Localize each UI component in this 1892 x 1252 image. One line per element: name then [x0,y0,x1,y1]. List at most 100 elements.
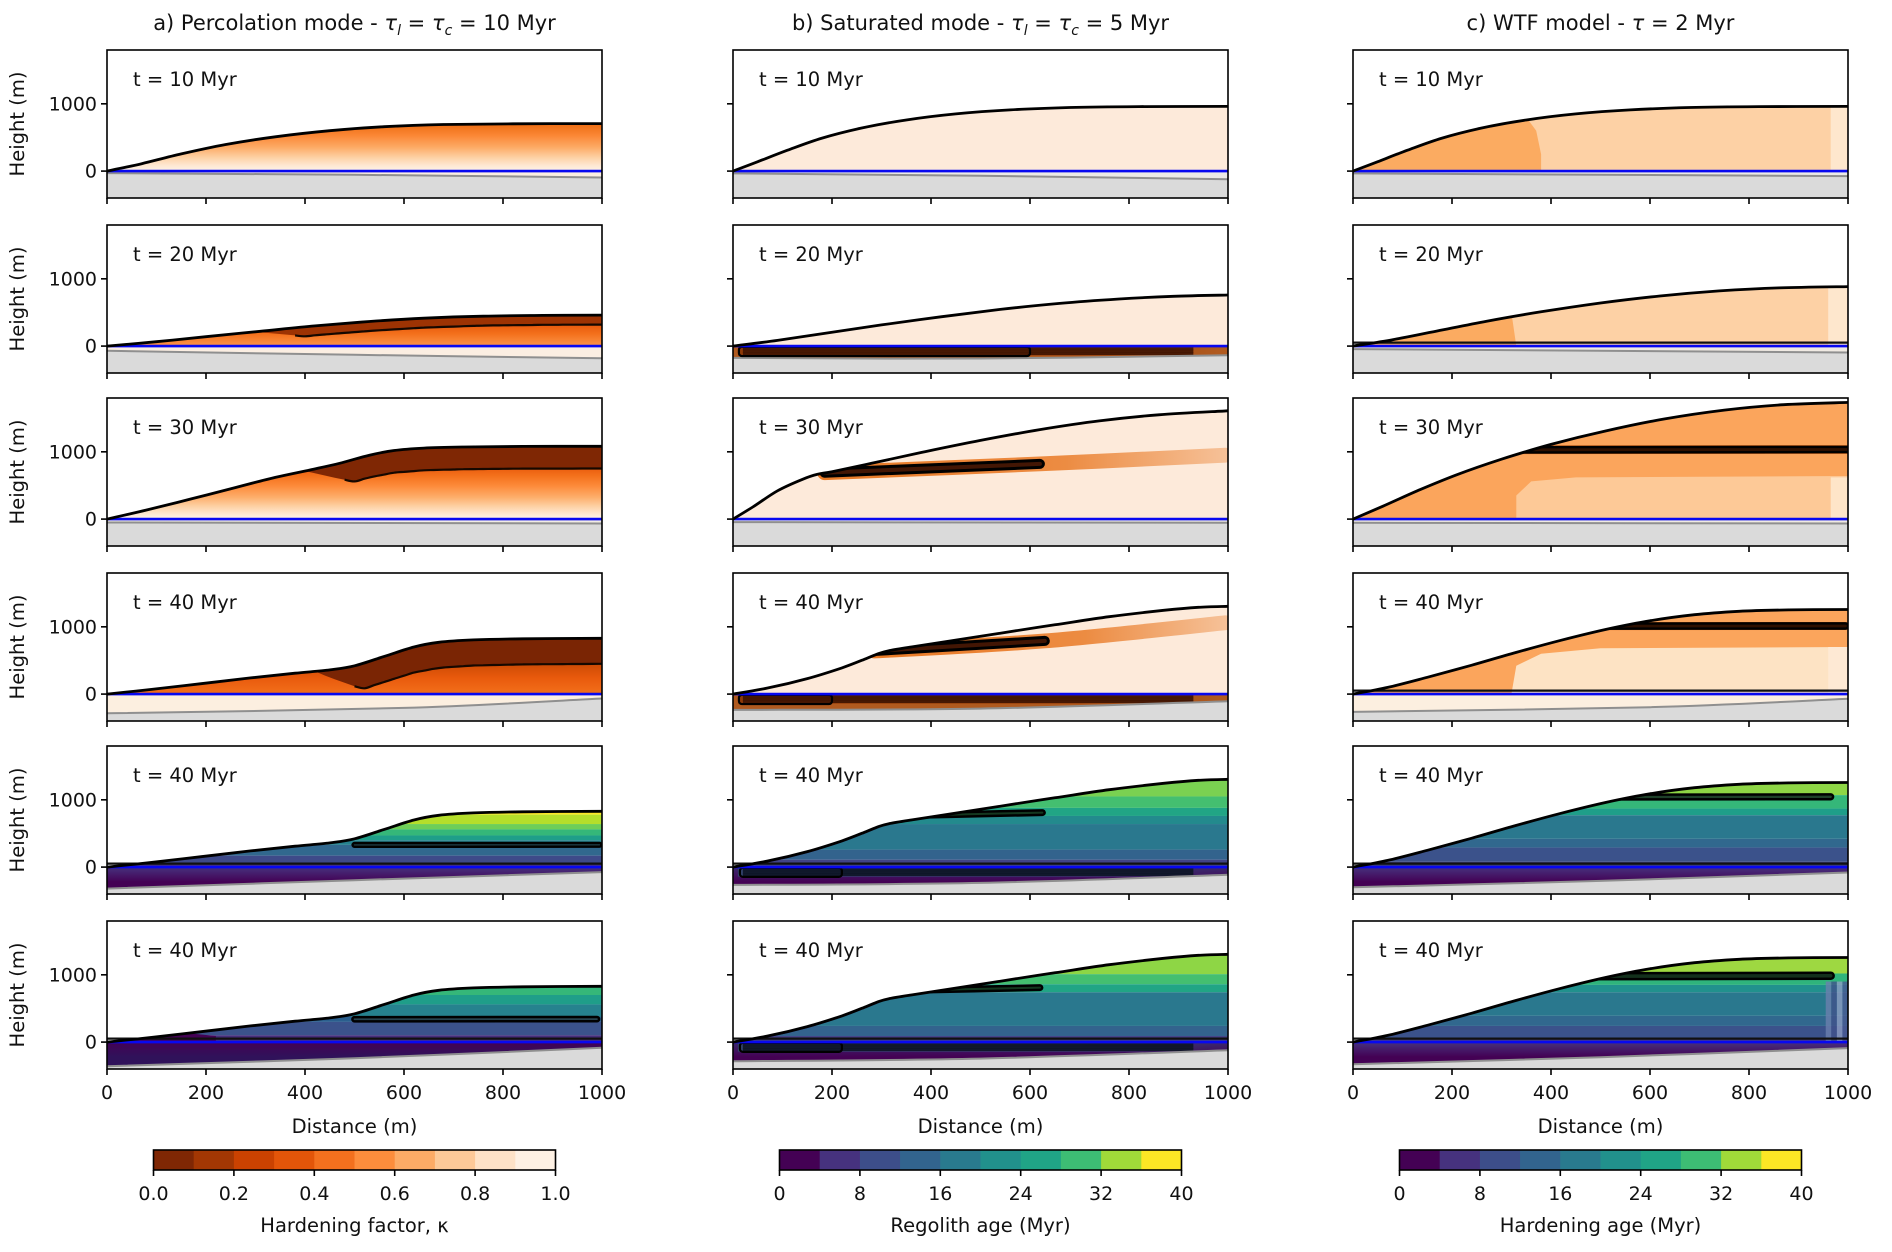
x-tick-label: 200 [188,1082,224,1104]
colorbar-segment [355,1150,396,1170]
y-tick-label: 1000 [49,93,97,115]
y-tick-label: 1000 [49,616,97,638]
panel-c0-r5: 0 1000 t = 40 Myr [49,921,602,1075]
colorbar-segment [1400,1150,1441,1170]
colorbar-segment [314,1150,355,1170]
colorbar-tick-label: 0.2 [219,1183,249,1205]
x-tick-label: 800 [485,1082,521,1104]
x-axis-label: Distance (m) [292,1115,418,1138]
colorbar-tick-label: 32 [1709,1183,1733,1205]
fill-region [1828,647,1848,694]
colorbar-segment [1440,1150,1481,1170]
panel-time-label: t = 40 Myr [1379,591,1484,614]
colorbar-title: Regolith age (Myr) [890,1214,1070,1237]
colorbar-segment [435,1150,476,1170]
x-tick-label: 1000 [578,1082,626,1104]
colorbar-segment [194,1150,235,1170]
x-tick-label: 1000 [1204,1082,1252,1104]
panel-c1-r4: t = 40 Myr [727,746,1228,900]
y-tick-label: 0 [85,1032,97,1054]
panel-time-label: t = 40 Myr [133,764,238,787]
colorbar-segment [1761,1150,1802,1170]
bedrock-line [107,523,602,524]
panel-time-label: t = 10 Myr [133,68,238,91]
age-band [1353,1026,1848,1038]
colorbar-title: Hardening factor, κ [260,1214,449,1237]
fill-region [1828,279,1848,346]
edge-stripe [1826,982,1832,1043]
panel-time-label: t = 10 Myr [1379,68,1484,91]
colorbar-segment [1101,1150,1142,1170]
panel-time-label: t = 30 Myr [133,416,238,439]
colorbar-tick-label: 0.6 [380,1183,410,1205]
panel-time-label: t = 40 Myr [759,764,864,787]
colorbar-segment [1141,1150,1182,1170]
panel-time-label: t = 40 Myr [133,939,238,962]
colorbar-segment [515,1150,556,1170]
panel-time-label: t = 40 Myr [759,939,864,962]
colorbar-tick-label: 8 [854,1183,866,1205]
colorbar-tick-label: 40 [1169,1183,1193,1205]
x-tick-label: 0 [727,1082,739,1104]
panel-c0-r0: 0 1000 t = 10 Myr [49,50,602,204]
fill-region [1511,647,1848,694]
panel-time-label: t = 20 Myr [759,243,864,266]
colorbar-segment [860,1150,901,1170]
x-tick-label: 600 [1012,1082,1048,1104]
panel-c2-r3: t = 40 Myr [1347,573,1848,727]
colorbar-segment [780,1150,821,1170]
panel-c2-r1: t = 20 Myr [1347,225,1848,379]
panel-time-label: t = 40 Myr [759,591,864,614]
x-tick-label: 200 [814,1082,850,1104]
panel-c2-r2: t = 30 Myr [1347,398,1848,552]
edge-stripe [1831,982,1837,1043]
colorbar-segment [1641,1150,1682,1170]
colorbar-segment [154,1150,195,1170]
colorbar-tick-label: 32 [1089,1183,1113,1205]
fill-region [1831,104,1848,171]
y-tick-label: 0 [85,161,97,183]
column-title: a) Percolation mode - τl = τc = 10 Myr [153,11,556,39]
y-tick-label: 1000 [49,964,97,986]
colorbar-tick-label: 8 [1474,1183,1486,1205]
colorbar-segment [1601,1150,1642,1170]
x-tick-label: 400 [1533,1082,1569,1104]
panel-c2-r4: t = 40 Myr [1347,746,1848,900]
colorbar-title: Hardening age (Myr) [1500,1214,1702,1237]
colorbar-tick-label: 16 [1548,1183,1572,1205]
bedrock-line [1353,523,1848,524]
panel-time-label: t = 30 Myr [1379,416,1484,439]
panel-time-label: t = 10 Myr [759,68,864,91]
colorbar-tick-label: 24 [1009,1183,1033,1205]
x-axis-label: Distance (m) [918,1115,1044,1138]
bedrock-wedge [733,522,1228,546]
bedrock-wedge [107,523,602,547]
edge-stripe [1837,982,1843,1043]
colorbar-tick-label: 0.8 [460,1183,490,1205]
colorbar-segment [1061,1150,1102,1170]
panel-c1-r0: t = 10 Myr [727,50,1228,204]
colorbar-segment [1681,1150,1722,1170]
colorbar-tick-label: 0.0 [138,1183,168,1205]
edge-stripe [1842,982,1848,1043]
colorbar-segment [820,1150,861,1170]
colorbar-segment [1480,1150,1521,1170]
colorbar-tick-label: 16 [928,1183,952,1205]
colorbar-segment [395,1150,436,1170]
panel-time-label: t = 20 Myr [133,243,238,266]
colorbar-tick-label: 0 [1393,1183,1405,1205]
x-tick-label: 1000 [1824,1082,1872,1104]
panel-time-label: t = 40 Myr [133,591,238,614]
y-tick-label: 0 [85,857,97,879]
panel-time-label: t = 40 Myr [1379,939,1484,962]
panel-c1-r2: t = 30 Myr [727,398,1228,552]
y-axis-label: Height (m) [6,595,29,700]
x-tick-label: 0 [101,1082,113,1104]
